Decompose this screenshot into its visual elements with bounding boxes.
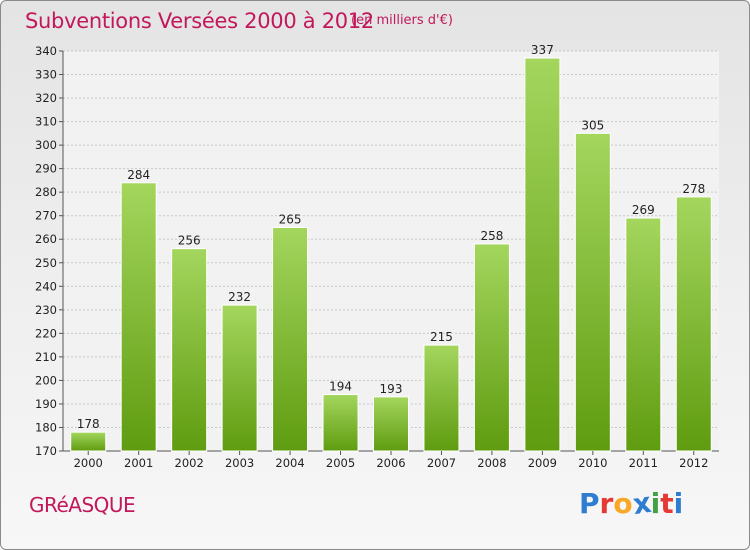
bar xyxy=(322,394,359,452)
data-label: 258 xyxy=(480,229,503,243)
chart-title: Subventions Versées 2000 à 2012 xyxy=(25,9,374,33)
logo-letter: o xyxy=(613,487,633,520)
logo-letter: x xyxy=(630,485,653,522)
data-label: 256 xyxy=(178,234,201,248)
data-label: 193 xyxy=(380,382,403,396)
y-tick-label: 170 xyxy=(35,444,57,458)
y-tick-label: 340 xyxy=(35,44,57,58)
y-tick-label: 330 xyxy=(35,68,57,82)
x-tick-label: 2002 xyxy=(175,456,204,470)
logo-letter: i xyxy=(650,487,661,520)
data-label: 305 xyxy=(581,118,604,132)
x-tick-label: 2000 xyxy=(74,456,103,470)
logo-letter: i xyxy=(673,487,684,520)
chart-subtitle: (en milliers d'€) xyxy=(351,13,453,28)
x-tick-label: 2001 xyxy=(124,456,153,470)
logo-letter: r xyxy=(599,487,614,520)
logo-letter: P xyxy=(579,487,600,520)
y-tick-label: 180 xyxy=(35,420,57,434)
x-tick-label: 2010 xyxy=(578,456,607,470)
x-tick-label: 2009 xyxy=(528,456,557,470)
bar xyxy=(171,248,208,452)
y-tick-label: 300 xyxy=(35,138,57,152)
y-tick-label: 240 xyxy=(35,279,57,293)
y-tick-label: 190 xyxy=(35,397,57,411)
y-tick-label: 320 xyxy=(35,91,57,105)
bar xyxy=(70,431,107,452)
y-tick-label: 290 xyxy=(35,162,57,176)
bar xyxy=(625,217,662,452)
bar xyxy=(272,226,309,452)
x-tick-label: 2003 xyxy=(225,456,254,470)
data-label: 194 xyxy=(329,380,352,394)
x-tick-label: 2011 xyxy=(629,456,658,470)
bar xyxy=(574,132,611,452)
logo-letter: t xyxy=(660,487,674,520)
x-tick-label: 2008 xyxy=(477,456,506,470)
y-tick-label: 230 xyxy=(35,303,57,317)
x-tick-label: 2006 xyxy=(376,456,405,470)
bar xyxy=(524,57,561,452)
data-label: 284 xyxy=(127,168,150,182)
y-tick-label: 220 xyxy=(35,326,57,340)
data-label: 232 xyxy=(228,290,251,304)
y-tick-label: 250 xyxy=(35,256,57,270)
y-tick-label: 210 xyxy=(35,350,57,364)
data-label: 178 xyxy=(77,417,100,431)
x-tick-label: 2005 xyxy=(326,456,355,470)
bar xyxy=(473,243,510,452)
y-tick-label: 200 xyxy=(35,373,57,387)
bar xyxy=(120,182,157,452)
y-tick-label: 280 xyxy=(35,185,57,199)
proxiti-logo: Proxiti xyxy=(579,485,684,522)
bar xyxy=(373,396,409,452)
x-tick-label: 2012 xyxy=(679,456,708,470)
y-tick-label: 260 xyxy=(35,232,57,246)
bar xyxy=(423,344,460,452)
y-tick-label: 270 xyxy=(35,209,57,223)
data-label: 269 xyxy=(632,203,655,217)
bar xyxy=(221,304,258,452)
data-label: 215 xyxy=(430,330,453,344)
y-tick-label: 310 xyxy=(35,115,57,129)
data-label: 337 xyxy=(531,43,554,57)
city-name: GRéASQUE xyxy=(29,493,136,517)
data-label: 265 xyxy=(279,212,302,226)
data-label: 278 xyxy=(682,182,705,196)
x-tick-label: 2007 xyxy=(427,456,456,470)
x-tick-label: 2004 xyxy=(275,456,304,470)
bar xyxy=(675,196,712,452)
